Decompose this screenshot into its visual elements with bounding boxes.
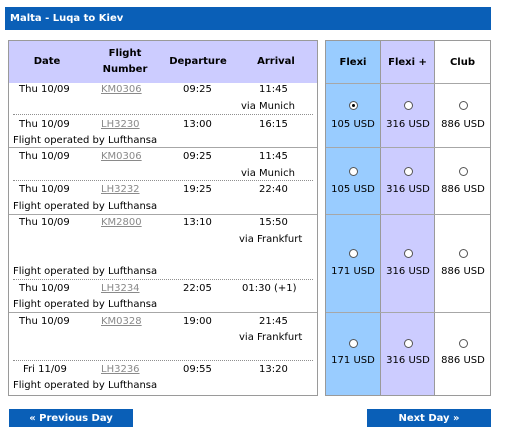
flight-number-link[interactable]: KM0328	[101, 316, 142, 327]
option-divider	[9, 312, 317, 313]
fare-header-flexi: Flexi	[339, 56, 367, 68]
segment-arrival: 22:40	[259, 184, 288, 195]
segment-departure: 09:25	[183, 151, 212, 162]
segment-arrival: 11:45	[259, 151, 288, 162]
fare-radio-flexi[interactable]	[349, 167, 358, 176]
segment-departure: 09:25	[183, 84, 212, 95]
segment-divider	[13, 279, 313, 280]
fare-radio-club[interactable]	[459, 339, 468, 348]
fare-column-club: Club	[434, 41, 490, 395]
flights-table: Date Flight Number Departure Arrival Thu…	[8, 40, 318, 396]
segment-date: Thu 10/09	[19, 84, 70, 95]
fare-header-flexi-plus: Flexi +	[388, 56, 427, 68]
option-divider	[9, 147, 317, 148]
segment-arrival: 13:20	[259, 364, 288, 375]
segment-date: Thu 10/09	[19, 119, 70, 130]
operator-note: Flight operated by Lufthansa	[13, 135, 158, 146]
segment-date: Thu 10/09	[19, 316, 70, 327]
flight-number-link[interactable]: KM0306	[101, 151, 142, 162]
operator-note: Flight operated by Lufthansa	[13, 266, 158, 277]
header-divider	[326, 83, 490, 84]
segment-date: Thu 10/09	[19, 283, 70, 294]
segment-date: Thu 10/09	[19, 151, 70, 162]
flights-header: Date Flight Number Departure Arrival	[9, 41, 317, 83]
fare-radio-club[interactable]	[459, 167, 468, 176]
flight-number-link[interactable]: LH3230	[101, 119, 140, 130]
segment-arrival: 15:50	[259, 217, 288, 228]
segment-departure: 13:00	[183, 119, 212, 130]
fare-price: 886 USD	[441, 355, 485, 366]
segment-date: Fri 11/09	[23, 364, 67, 375]
option-divider	[326, 312, 490, 313]
column-header-flight-number: Flight Number	[102, 48, 148, 75]
next-day-button[interactable]: Next Day »	[367, 409, 491, 427]
fare-radio-flexi-plus[interactable]	[404, 167, 413, 176]
operator-note: Flight operated by Lufthansa	[13, 299, 158, 310]
segment-via: via Munich	[241, 101, 295, 112]
segment-date: Thu 10/09	[19, 184, 70, 195]
flight-number-link[interactable]: LH3232	[101, 184, 140, 195]
segment-divider	[13, 114, 313, 115]
fare-column-flexi-plus: Flexi +	[380, 41, 434, 395]
fare-price: 316 USD	[386, 355, 430, 366]
segment-arrival: 01:30 (+1)	[242, 283, 297, 294]
segment-departure: 19:25	[183, 184, 212, 195]
fare-price: 105 USD	[331, 184, 375, 195]
flight-number-link[interactable]: KM2800	[101, 217, 142, 228]
fare-radio-flexi[interactable]	[349, 101, 358, 110]
fares-table: Flexi Flexi + Club 105 USD 316 USD 886 U…	[325, 40, 491, 396]
column-header-date: Date	[33, 56, 61, 67]
fare-price: 316 USD	[386, 184, 430, 195]
fare-radio-club[interactable]	[459, 101, 468, 110]
fare-radio-flexi-plus[interactable]	[404, 339, 413, 348]
segment-via: via Frankfurt	[239, 234, 303, 245]
segment-arrival: 21:45	[259, 316, 288, 327]
segment-departure: 13:10	[183, 217, 212, 228]
column-header-arrival: Arrival	[257, 56, 295, 67]
fare-price: 886 USD	[441, 184, 485, 195]
fare-price: 886 USD	[441, 119, 485, 130]
fare-price: 316 USD	[386, 266, 430, 277]
fare-radio-flexi[interactable]	[349, 249, 358, 258]
fare-price: 316 USD	[386, 119, 430, 130]
segment-departure: 19:00	[183, 316, 212, 327]
flight-number-link[interactable]: KM0306	[101, 84, 142, 95]
fare-radio-flexi-plus[interactable]	[404, 249, 413, 258]
segment-arrival: 11:45	[259, 84, 288, 95]
segment-departure: 22:05	[183, 283, 212, 294]
segment-divider	[13, 360, 313, 361]
option-divider	[326, 147, 490, 148]
flight-number-link[interactable]: LH3234	[101, 283, 140, 294]
flight-number-link[interactable]: LH3236	[101, 364, 140, 375]
option-divider	[9, 214, 317, 215]
segment-date: Thu 10/09	[19, 217, 70, 228]
fare-radio-flexi-plus[interactable]	[404, 101, 413, 110]
column-header-departure: Departure	[169, 56, 227, 67]
fare-price: 171 USD	[331, 355, 375, 366]
page-title: Malta - Luqa to Kiev	[5, 7, 491, 30]
fare-header-club: Club	[449, 56, 476, 68]
fare-radio-club[interactable]	[459, 249, 468, 258]
segment-divider	[13, 180, 313, 181]
operator-note: Flight operated by Lufthansa	[13, 380, 158, 391]
segment-departure: 09:55	[183, 364, 212, 375]
fare-column-flexi: Flexi	[326, 41, 380, 395]
segment-via: via Frankfurt	[239, 332, 303, 343]
option-divider	[326, 214, 490, 215]
fare-radio-flexi[interactable]	[349, 339, 358, 348]
operator-note: Flight operated by Lufthansa	[13, 201, 158, 212]
fare-price: 886 USD	[441, 266, 485, 277]
previous-day-button[interactable]: « Previous Day	[9, 409, 133, 427]
fare-price: 105 USD	[331, 119, 375, 130]
fare-price: 171 USD	[331, 266, 375, 277]
segment-arrival: 16:15	[259, 119, 288, 130]
segment-via: via Munich	[241, 168, 295, 179]
